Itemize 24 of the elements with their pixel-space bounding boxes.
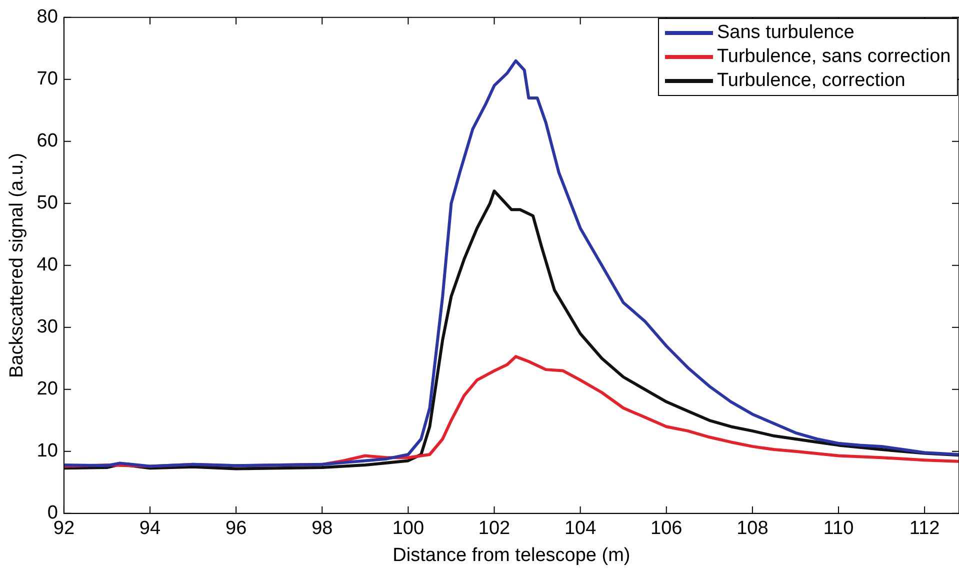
y-tick-label: 30 (36, 316, 58, 338)
x-tick-label: 94 (139, 518, 161, 540)
x-tick-label: 102 (478, 518, 510, 540)
y-axis-title: Backscattered signal (a.u.) (6, 152, 28, 378)
x-tick-label: 110 (823, 518, 854, 540)
x-tick-label: 100 (392, 518, 424, 540)
y-tick-label: 40 (36, 254, 58, 276)
x-axis-title: Distance from telescope (m) (392, 544, 630, 566)
x-tick-label: 112 (909, 518, 940, 540)
x-tick-label: 106 (650, 518, 682, 540)
x-tick-label: 92 (53, 518, 75, 540)
legend-label: Turbulence, correction (717, 69, 906, 94)
x-tick-label: 108 (736, 518, 768, 540)
y-tick-label: 10 (36, 440, 58, 462)
x-tick-label: 98 (312, 518, 333, 540)
legend-label: Turbulence, sans correction (717, 45, 951, 70)
y-tick-label: 20 (36, 378, 58, 400)
y-tick-label: 60 (36, 130, 58, 152)
legend-label: Sans turbulence (717, 21, 854, 46)
y-tick-label: 50 (36, 192, 58, 214)
y-tick-label: 70 (36, 68, 58, 90)
y-tick-label: 80 (36, 6, 58, 28)
x-tick-label: 96 (225, 518, 247, 540)
x-tick-label: 104 (564, 518, 597, 540)
